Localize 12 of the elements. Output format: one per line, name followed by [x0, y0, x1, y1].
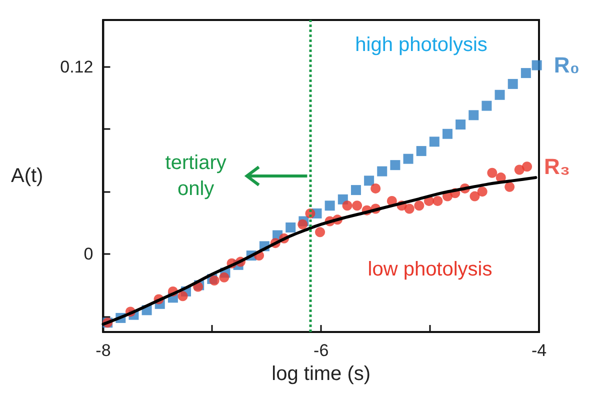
annotation: high photolysis: [355, 34, 488, 56]
y-axis-title: A(t): [11, 165, 44, 187]
x-tick-label: -4: [531, 341, 547, 360]
series-label: R₀: [554, 52, 580, 78]
y-tick-label: 0.12: [60, 57, 94, 76]
ref-line-label: tertiary only: [165, 152, 226, 200]
x-axis-title: log time (s): [272, 363, 371, 385]
series-label: R₃: [544, 154, 570, 180]
y-tick-label: 0: [84, 244, 94, 264]
annotation: low photolysis: [368, 258, 492, 281]
x-tick-label: -6: [314, 341, 329, 360]
x-tick-label: -8: [96, 341, 111, 360]
